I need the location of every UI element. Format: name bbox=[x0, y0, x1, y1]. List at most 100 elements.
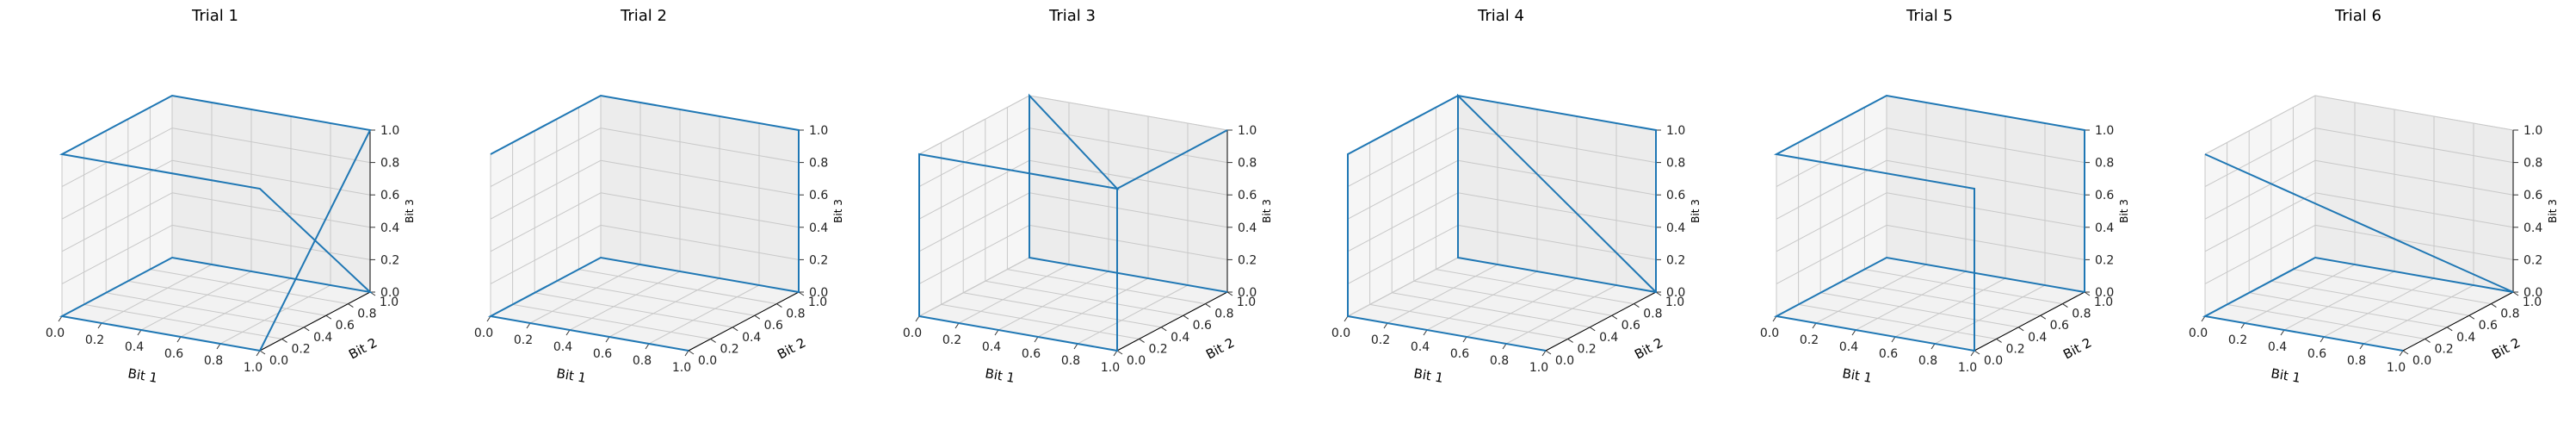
x-tick-label: 0.0 bbox=[903, 327, 922, 340]
y-tick-label: 0.4 bbox=[742, 331, 761, 345]
grid-line bbox=[1776, 128, 1887, 188]
grid-line bbox=[2204, 128, 2316, 188]
z-tick-label: 0.2 bbox=[2523, 253, 2542, 267]
grid-line bbox=[1894, 277, 2006, 338]
z-tick-label: 0.4 bbox=[2523, 221, 2542, 235]
grid-line bbox=[127, 280, 326, 316]
x-tick-mark bbox=[1930, 343, 1936, 350]
grid-line bbox=[1347, 224, 1459, 284]
y-tick-label: 0.6 bbox=[2050, 319, 2069, 333]
y-tick-mark bbox=[1634, 303, 1640, 308]
z-tick-label: 1.0 bbox=[380, 124, 399, 138]
x-tick-label: 1.0 bbox=[1101, 361, 1120, 375]
y-tick-mark bbox=[754, 314, 761, 320]
grid-line bbox=[1347, 192, 1459, 252]
y-tick-mark bbox=[688, 350, 695, 355]
x-tick-mark bbox=[2320, 336, 2325, 343]
x-tick-label: 0.2 bbox=[1800, 333, 1819, 347]
y-axis-line bbox=[688, 291, 800, 352]
x-tick-mark bbox=[2359, 343, 2364, 350]
y-tick-label: 0.6 bbox=[1622, 319, 1640, 333]
x-tick-label: 0.0 bbox=[46, 327, 65, 340]
y-axis-line bbox=[259, 291, 371, 352]
x-tick-label: 0.2 bbox=[514, 333, 533, 347]
grid-line bbox=[648, 284, 760, 345]
grid-line bbox=[600, 128, 800, 164]
y-tick-label: 0.0 bbox=[1984, 354, 2003, 368]
grid-line bbox=[1505, 284, 1617, 345]
grid-line bbox=[2204, 224, 2316, 284]
x-tick-mark bbox=[1344, 315, 1349, 322]
z-tick-label: 1.0 bbox=[809, 124, 828, 138]
grid-line bbox=[1029, 192, 1228, 228]
y-tick-mark bbox=[303, 327, 310, 332]
grid-line bbox=[600, 224, 800, 260]
grid-line bbox=[918, 224, 1030, 284]
x-tick-mark bbox=[1502, 343, 1507, 350]
grid-line bbox=[1347, 128, 1459, 188]
axes-3d: 0.0 0.2 0.4 0.6 0.8 1.0 0.00.20.40.60.81.00.00… bbox=[1331, 93, 1702, 386]
y-tick-label: 1.0 bbox=[1665, 296, 1684, 309]
data-line bbox=[1347, 93, 1657, 352]
y-tick-label: 0.4 bbox=[1171, 331, 1189, 345]
grid-line bbox=[171, 192, 371, 228]
x-tick-label: 0.0 bbox=[2189, 327, 2208, 340]
x-tick-label: 0.6 bbox=[1022, 347, 1041, 361]
x-tick-label: 0.4 bbox=[553, 340, 572, 354]
x-tick-mark bbox=[684, 350, 689, 357]
grid-line bbox=[569, 271, 681, 331]
y-tick-mark bbox=[325, 314, 332, 320]
y-tick-mark bbox=[2512, 291, 2519, 296]
y-tick-mark bbox=[710, 338, 716, 343]
data-line bbox=[59, 94, 374, 352]
chart-svg-4: 0.0 0.2 0.4 0.6 0.8 1.0 0.00.20.40.60.81.00.00… bbox=[1331, 7, 1702, 386]
chart-title: Trial 3 bbox=[1048, 7, 1096, 25]
chart-svg-2: 0.0 0.2 0.4 0.6 0.8 1.0 0.00.20.40.60.81.00.00… bbox=[474, 7, 844, 386]
grid-line bbox=[1815, 264, 1927, 324]
grid-line bbox=[1029, 95, 1228, 131]
x-tick-mark bbox=[915, 315, 920, 322]
y-tick-label: 0.0 bbox=[1555, 354, 1574, 368]
y-tick-label: 1.0 bbox=[2523, 296, 2542, 309]
data-line bbox=[918, 93, 1228, 352]
x-tick-mark bbox=[1383, 322, 1388, 329]
z-tick-label: 0.8 bbox=[2095, 157, 2114, 171]
z-tick-label: 1.0 bbox=[1666, 124, 1685, 138]
grid-line bbox=[578, 269, 777, 305]
x-tick-label: 1.0 bbox=[1529, 361, 1548, 375]
chart-title: Trial 2 bbox=[620, 7, 667, 25]
grid-line bbox=[83, 303, 282, 339]
y-tick-mark bbox=[1545, 350, 1552, 355]
x-tick-label: 0.6 bbox=[1879, 347, 1898, 361]
z-tick-label: 0.2 bbox=[1666, 253, 1685, 267]
grid-line bbox=[1369, 303, 1568, 339]
y-tick-mark bbox=[1139, 338, 1145, 343]
grid-line bbox=[918, 128, 1030, 188]
y-tick-label: 0.4 bbox=[2028, 331, 2047, 345]
z-tick-label: 0.4 bbox=[380, 221, 399, 235]
grid-line bbox=[1776, 192, 1887, 252]
subplot-2: 0.0 0.2 0.4 0.6 0.8 1.0 0.0 0.2 0.4 0.6 0.8 1.0 0.0 0… bbox=[429, 0, 859, 442]
x-axis-label: Bit 1 bbox=[127, 365, 158, 386]
z-axis-label: Bit 3 bbox=[2547, 199, 2559, 223]
x-tick-label: 0.0 bbox=[1331, 327, 1350, 340]
x-tick-label: 1.0 bbox=[1958, 361, 1977, 375]
chart-title: Trial 4 bbox=[1477, 7, 1524, 25]
y-tick-label: 0.8 bbox=[1214, 308, 1233, 321]
y-tick-label: 0.2 bbox=[2005, 342, 2024, 356]
z-tick-label: 0.6 bbox=[2523, 189, 2542, 202]
grid-line bbox=[150, 269, 349, 305]
grid-line bbox=[1029, 159, 1228, 196]
z-tick-label: 0.4 bbox=[1238, 221, 1257, 235]
z-tick-label: 0.0 bbox=[1666, 286, 1685, 300]
x-tick-mark bbox=[2399, 350, 2404, 357]
x-tick-mark bbox=[97, 322, 102, 329]
x-tick-mark bbox=[1970, 350, 1975, 357]
z-tick-label: 0.0 bbox=[1238, 286, 1257, 300]
chart-title: Trial 6 bbox=[2334, 7, 2381, 25]
x-tick-mark bbox=[1772, 315, 1777, 322]
grid-line bbox=[512, 303, 711, 339]
grid-line bbox=[180, 277, 292, 338]
y-axis-label: Bit 2 bbox=[2489, 335, 2523, 363]
